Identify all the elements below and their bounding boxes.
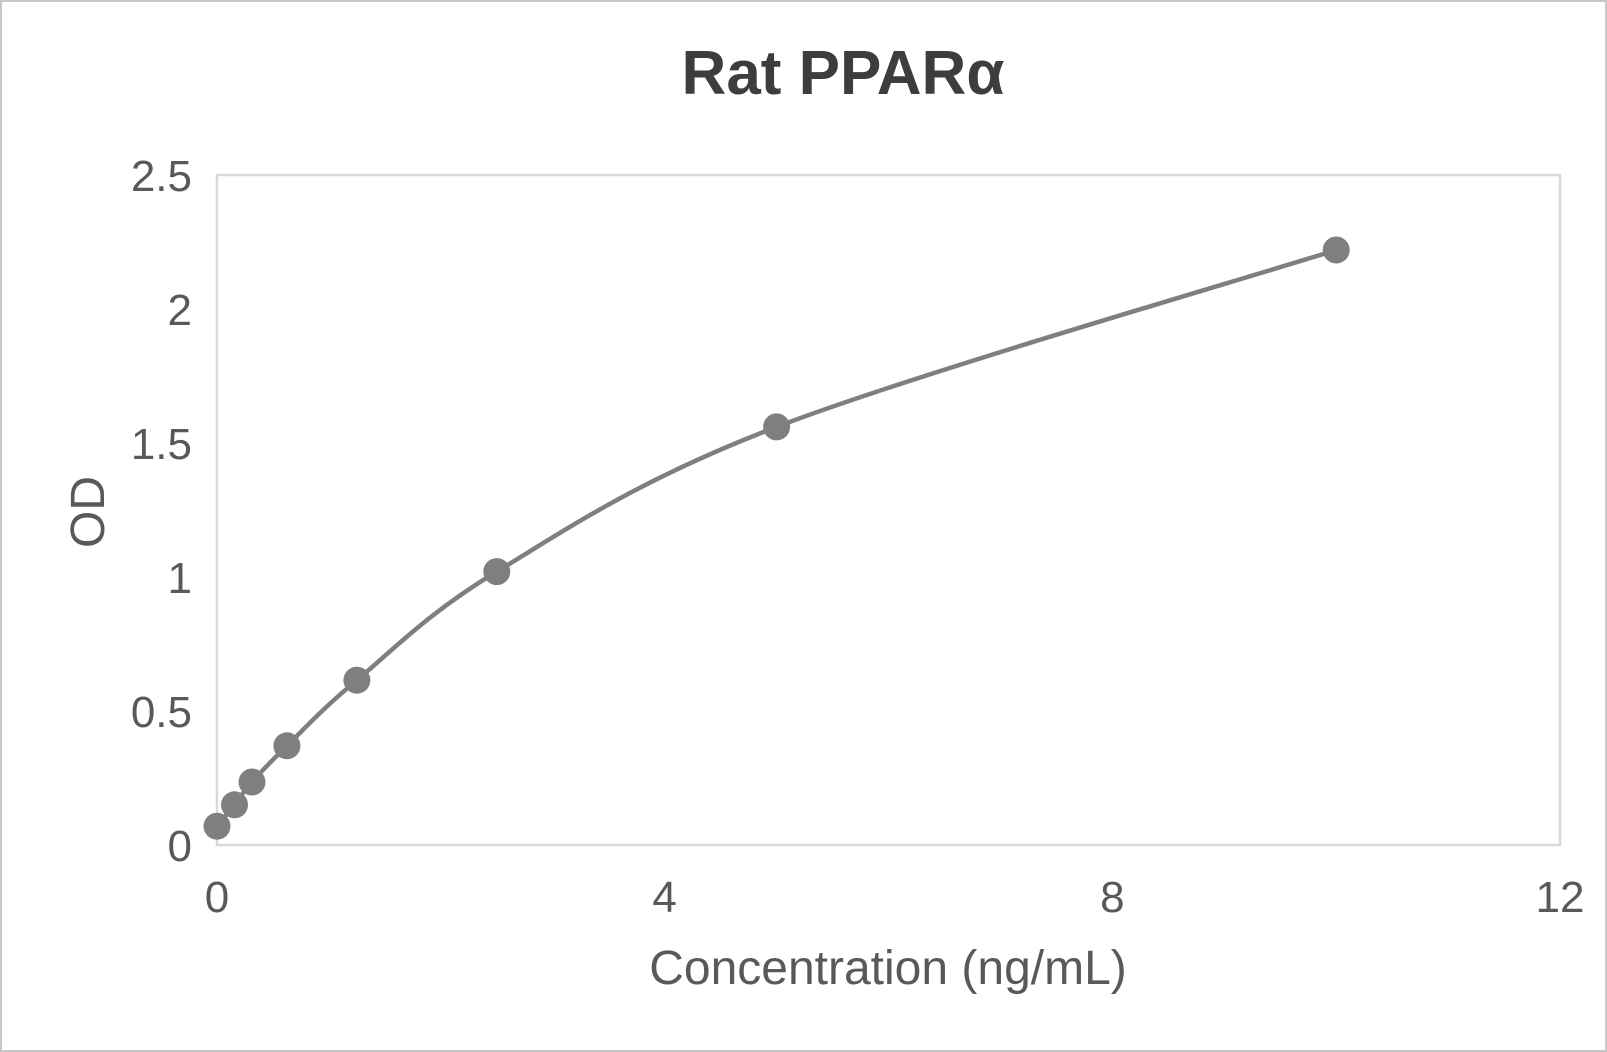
x-tick-label: 4 [652,873,676,922]
data-point-marker [273,732,301,760]
data-point-marker [221,791,248,819]
y-tick-label: 2.5 [131,152,192,201]
x-tick-label: 12 [1536,873,1585,922]
y-tick-label: 0.5 [131,688,192,737]
x-tick-label: 0 [205,873,229,922]
y-axis-title: OD [62,476,115,548]
data-point-marker [1322,236,1350,264]
y-tick-label: 1 [168,554,192,603]
tick-labels: 0 4 8 12 0 0.5 1 1.5 2 2.5 [131,152,1585,922]
data-point-marker [343,666,371,694]
y-tick-label: 2 [168,286,192,335]
standard-curve-line [214,247,1339,829]
data-point-marker [203,812,231,840]
plot-area-border [215,173,1562,847]
data-point-marker [763,413,791,441]
data-series [203,236,1350,840]
chart-title: Rat PPARα [682,39,1005,108]
y-tick-label: 0 [168,822,192,871]
y-tick-label: 1.5 [131,420,192,469]
data-point-marker [483,558,511,586]
data-point-marker [238,768,266,796]
x-tick-label: 8 [1100,873,1124,922]
x-axis-title: Concentration (ng/mL) [649,942,1127,995]
